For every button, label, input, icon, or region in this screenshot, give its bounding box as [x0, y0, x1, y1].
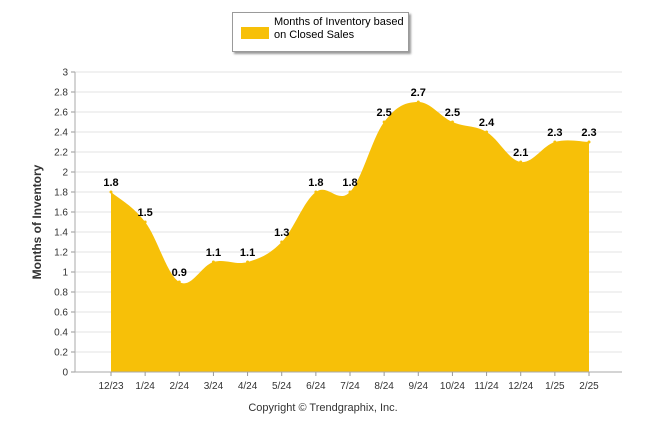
data-label: 1.1 — [240, 247, 255, 259]
y-tick-label: 1.8 — [54, 188, 68, 199]
y-tick-label: 3 — [62, 68, 68, 79]
data-point — [109, 190, 113, 194]
data-point — [143, 220, 147, 224]
x-tick-label: 2/25 — [579, 381, 599, 392]
data-label: 1.5 — [137, 207, 152, 219]
y-tick-label: 0 — [62, 368, 68, 379]
data-point — [348, 190, 352, 194]
data-labels: 1.8 1.5 0.9 1.1 1.1 1.3 1.8 1.8 2.5 2.7 2.5 2.4 2.1 2… — [103, 87, 596, 279]
y-tick-label: 0.8 — [54, 288, 68, 299]
data-point — [314, 190, 318, 194]
data-point — [587, 140, 591, 144]
x-tick-label: 5/24 — [272, 381, 292, 392]
data-point — [519, 160, 523, 164]
data-label: 0.9 — [172, 267, 187, 279]
series-area — [111, 102, 589, 372]
data-point — [485, 130, 489, 134]
x-tick-label: 9/24 — [409, 381, 429, 392]
y-tick-label: 0.6 — [54, 308, 68, 319]
area-series — [109, 100, 591, 372]
data-label: 2.7 — [411, 87, 426, 99]
data-point — [382, 120, 386, 124]
data-label: 1.1 — [206, 247, 221, 259]
copyright-text: Copyright © Trendgraphix, Inc. — [248, 402, 398, 414]
x-tick-label: 10/24 — [440, 381, 465, 392]
data-label: 1.8 — [103, 177, 118, 189]
x-tick-label: 11/24 — [474, 381, 499, 392]
legend: Months of Inventory based on Closed Sale… — [232, 12, 409, 52]
legend-label: Months of Inventory based on Closed Sale… — [274, 16, 404, 41]
data-point — [553, 140, 557, 144]
x-tick-label: 12/24 — [508, 381, 533, 392]
data-point — [246, 260, 250, 264]
y-tick-label: 2.6 — [54, 108, 68, 119]
y-tick-label: 1.4 — [54, 228, 68, 239]
data-label: 2.5 — [376, 107, 391, 119]
data-label: 2.4 — [479, 117, 495, 129]
y-tick-label: 2.2 — [54, 148, 68, 159]
y-tick-label: 1.6 — [54, 208, 68, 219]
x-tick-label: 4/24 — [238, 381, 258, 392]
data-point — [177, 280, 181, 284]
data-label: 1.8 — [308, 177, 323, 189]
y-tick-label: 1 — [62, 268, 68, 279]
legend-swatch — [241, 27, 269, 39]
x-tick-label: 1/25 — [545, 381, 565, 392]
y-tick-label: 2.8 — [54, 88, 68, 99]
x-tick-label: 2/24 — [170, 381, 190, 392]
y-tick-label: 1.2 — [54, 248, 68, 259]
data-label: 2.5 — [445, 107, 460, 119]
x-tick-label: 7/24 — [340, 381, 360, 392]
data-point — [280, 240, 284, 244]
data-label: 1.8 — [342, 177, 357, 189]
y-tick-label: 2 — [62, 168, 68, 179]
x-tick-label: 12/23 — [98, 381, 123, 392]
data-label: 1.3 — [274, 227, 289, 239]
data-point — [416, 100, 420, 104]
data-label: 2.3 — [581, 127, 596, 139]
data-label: 2.3 — [547, 127, 562, 139]
y-tick-label: 0.2 — [54, 348, 68, 359]
y-axis-title: Months of Inventory — [30, 164, 44, 279]
x-tick-label: 3/24 — [204, 381, 224, 392]
x-tick-label: 6/24 — [306, 381, 326, 392]
x-tick-label: 1/24 — [135, 381, 155, 392]
y-tick-label: 2.4 — [54, 128, 68, 139]
x-tick-label: 8/24 — [374, 381, 394, 392]
data-label: 2.1 — [513, 147, 528, 159]
data-point — [450, 120, 454, 124]
axes: 0 0.2 0.4 0.6 0.8 1 1.2 1.4 1.6 1.8 2 2.2 2.4 2.6 2.8 3… — [54, 68, 622, 392]
data-point — [211, 260, 215, 264]
y-tick-label: 0.4 — [54, 328, 68, 339]
